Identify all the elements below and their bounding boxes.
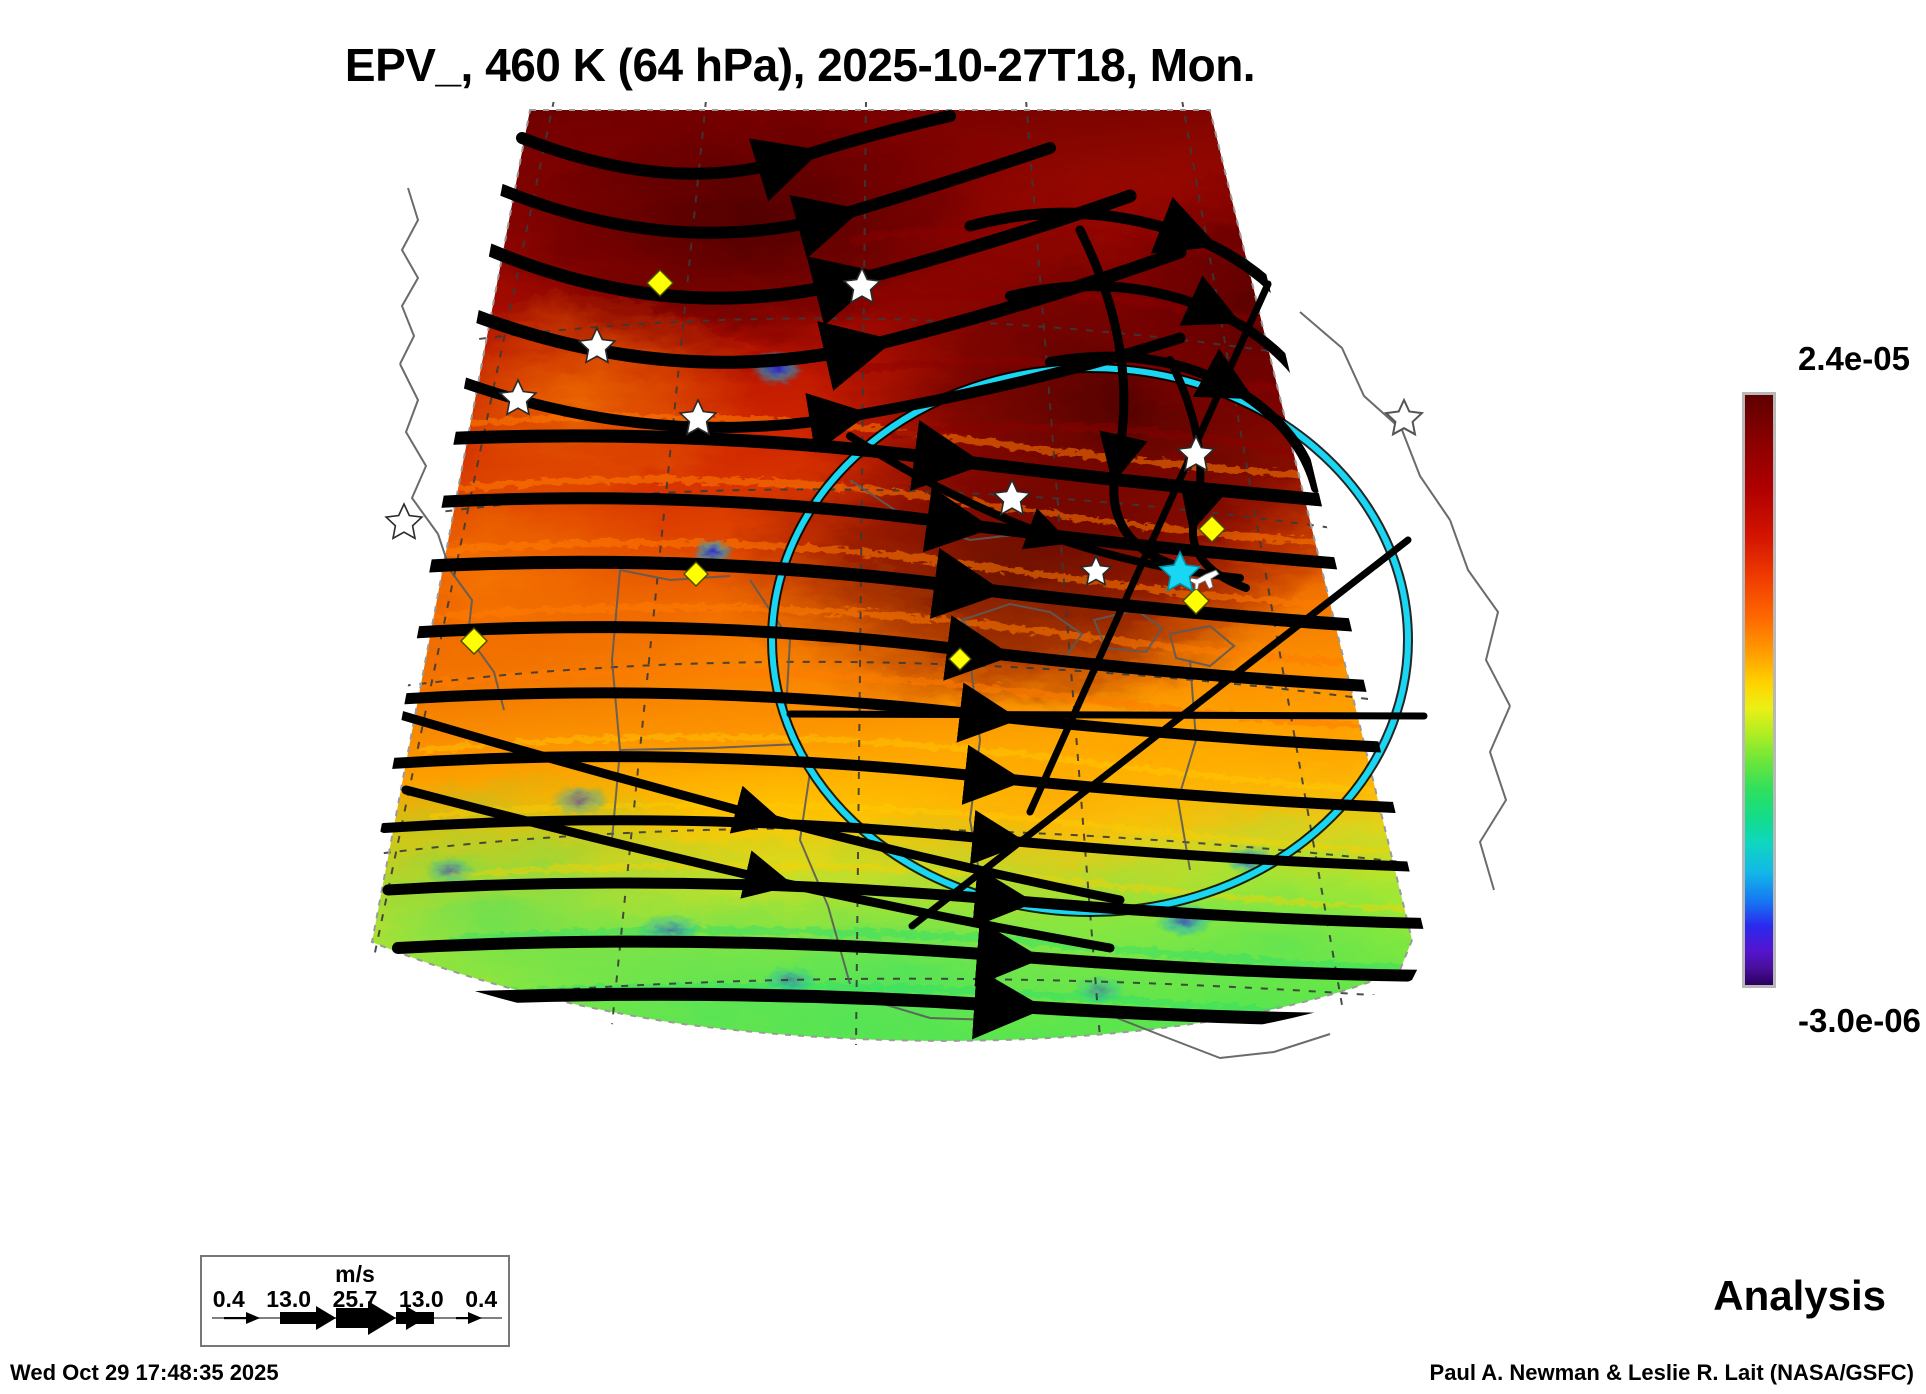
wind-legend-arrow-scale — [212, 1301, 502, 1335]
wind-tick-0: 0.4 — [212, 1286, 245, 1312]
white-star-marker — [992, 478, 1032, 516]
page-title: EPV_, 460 K (64 hPa), 2025-10-27T18, Mon… — [344, 39, 1256, 91]
epv-heatmap-svg[interactable] — [150, 100, 1570, 1260]
wind-tick-4: 0.4 — [465, 1286, 498, 1312]
white-star-marker — [842, 266, 882, 304]
aircraft-glyph-icon — [1189, 569, 1220, 591]
footer-credits: Paul A. Newman & Leslie R. Lait (NASA/GS… — [1429, 1360, 1914, 1385]
map-sector-outline — [370, 109, 1414, 1042]
yellow-diamond-marker — [460, 627, 488, 655]
white-star-marker — [1079, 554, 1113, 587]
white-star-marker — [577, 326, 617, 364]
yellow-diamond-marker — [683, 561, 709, 587]
wind-speed-legend: m/s 0.4 13.0 25.7 13.0 0.4 — [200, 1255, 510, 1347]
footer-timestamp: Wed Oct 29 17:48:35 2025 — [10, 1360, 279, 1385]
yellow-diamond-marker — [948, 647, 972, 671]
white-star-marker — [498, 378, 538, 416]
yellow-diamond-marker — [646, 269, 674, 297]
wind-legend-units: m/s — [335, 1261, 375, 1287]
colorbar-gradient — [1742, 392, 1776, 988]
yellow-diamond-markers — [460, 269, 1226, 671]
colorbar-min-label: -3.0e-06 — [1798, 1002, 1921, 1039]
white-star-marker — [1176, 434, 1216, 472]
white-star-marker — [384, 502, 424, 540]
map-panel[interactable] — [150, 100, 1570, 1260]
colorbar-max-label: 2.4e-05 — [1798, 340, 1910, 377]
yellow-diamond-marker — [1182, 587, 1210, 615]
yellow-diamond-marker — [1198, 515, 1226, 543]
map-markers[interactable] — [384, 266, 1425, 671]
colorbar: 2.4e-05 -3.0e-06 — [1742, 340, 1921, 1039]
wind-tick-1: 13.0 — [266, 1286, 312, 1312]
white-star-markers — [384, 266, 1216, 587]
analysis-label: Analysis — [1713, 1272, 1886, 1319]
outline-star-marker — [1383, 397, 1425, 437]
white-star-marker — [678, 398, 718, 436]
